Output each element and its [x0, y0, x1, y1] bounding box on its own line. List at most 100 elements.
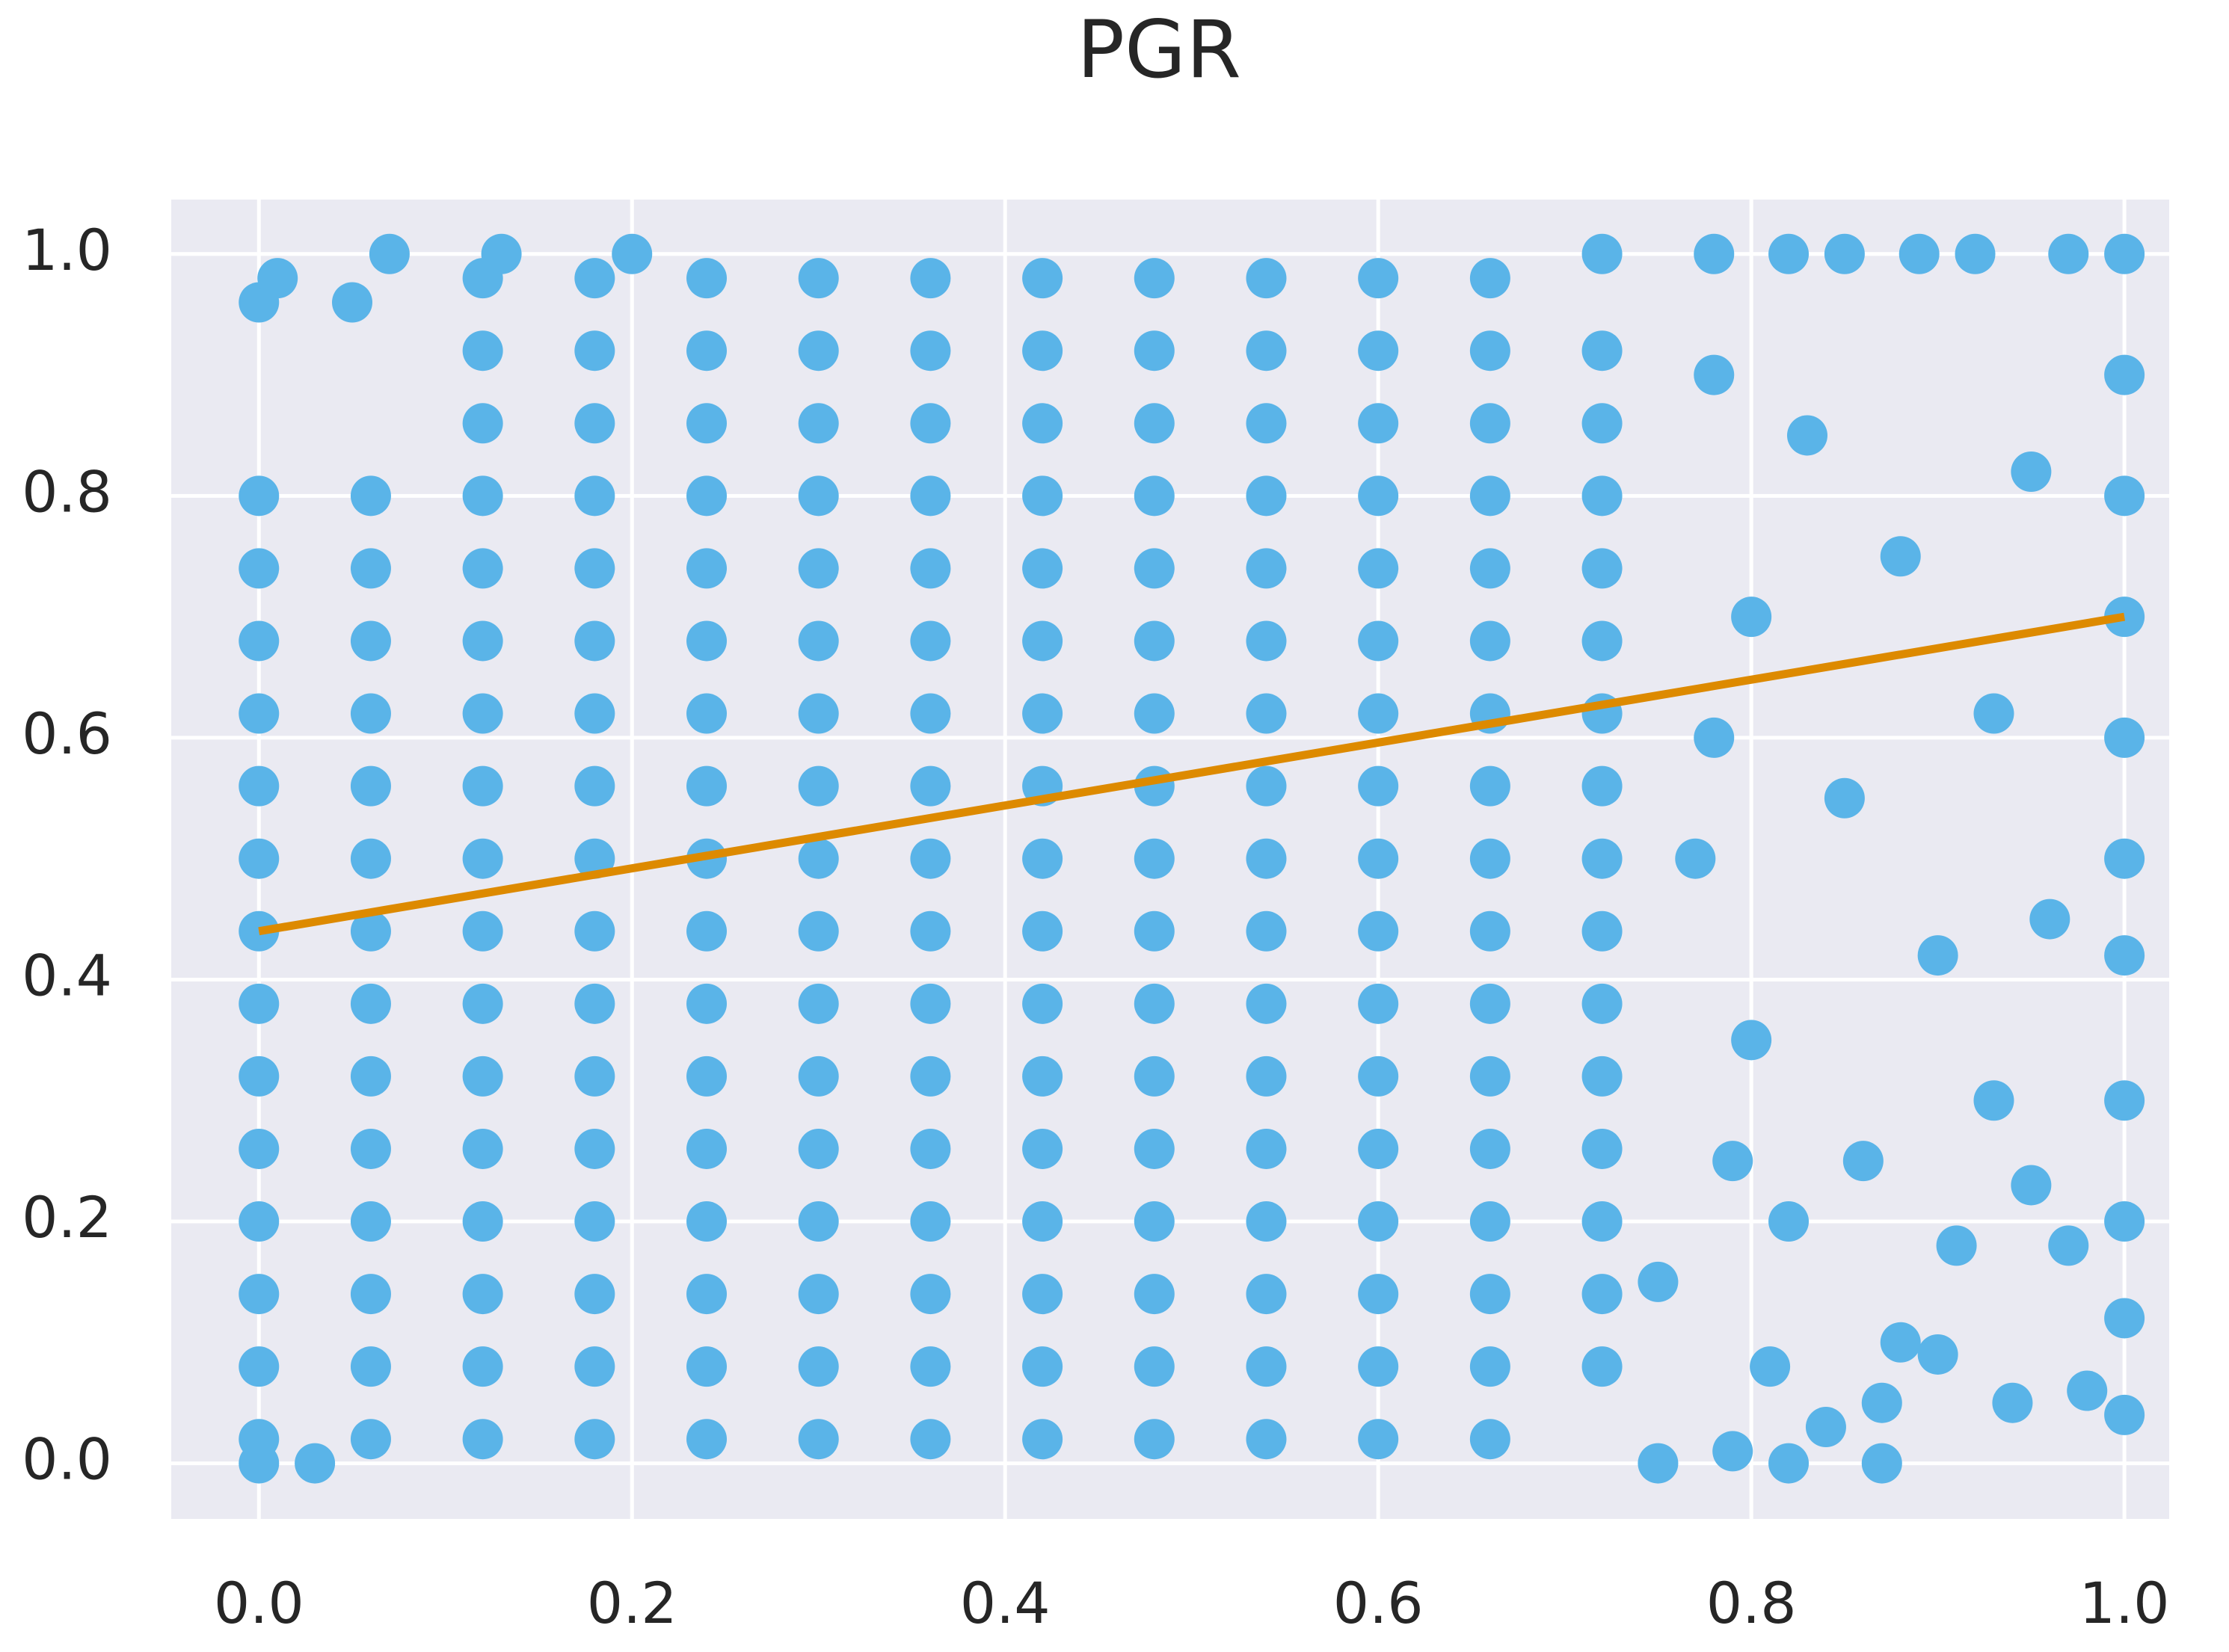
point: [1134, 1128, 1175, 1169]
point: [1246, 1128, 1287, 1169]
point: [1768, 233, 1810, 274]
point: [462, 1346, 503, 1387]
point: [1712, 1431, 1753, 1472]
point: [798, 1201, 839, 1242]
point: [1022, 258, 1063, 299]
trend-line: [258, 612, 2126, 936]
point: [910, 1201, 951, 1242]
point: [1936, 1225, 1977, 1266]
point: [1712, 1141, 1753, 1182]
point: [1842, 1141, 1884, 1182]
point: [1469, 1055, 1510, 1097]
point: [239, 1346, 280, 1387]
y-tick-label: 0.6: [22, 700, 112, 767]
point: [2048, 1225, 2089, 1266]
point: [1246, 838, 1287, 879]
point: [1134, 330, 1175, 372]
point: [910, 838, 951, 879]
point: [798, 765, 839, 807]
point: [350, 548, 391, 589]
point: [1358, 475, 1399, 517]
point: [369, 233, 410, 274]
point: [239, 693, 280, 734]
point: [798, 330, 839, 372]
point: [1805, 1407, 1846, 1448]
point: [574, 1055, 615, 1097]
point: [1675, 838, 1716, 879]
y-tick-label: 1.0: [22, 217, 112, 283]
point: [686, 693, 728, 734]
point: [462, 1419, 503, 1460]
point: [1768, 1201, 1810, 1242]
point: [574, 1346, 615, 1387]
point: [910, 620, 951, 662]
point: [1581, 330, 1623, 372]
point: [1358, 1128, 1399, 1169]
point: [1134, 910, 1175, 952]
point: [239, 620, 280, 662]
point: [1581, 233, 1623, 274]
point: [1638, 1443, 1679, 1484]
x-tick-label: 1.0: [2079, 1570, 2170, 1636]
point: [686, 1055, 728, 1097]
point: [910, 765, 951, 807]
point: [462, 1201, 503, 1242]
point: [1581, 475, 1623, 517]
point: [910, 1419, 951, 1460]
point: [1358, 838, 1399, 879]
point: [686, 1201, 728, 1242]
point: [574, 910, 615, 952]
point: [239, 1274, 280, 1315]
point: [1246, 475, 1287, 517]
point: [1134, 1055, 1175, 1097]
point: [350, 1346, 391, 1387]
point: [798, 910, 839, 952]
point: [2048, 233, 2089, 274]
point: [1581, 1274, 1623, 1315]
point: [332, 282, 373, 323]
point: [910, 1274, 951, 1315]
point: [1022, 1201, 1063, 1242]
point: [910, 1055, 951, 1097]
point: [1134, 1346, 1175, 1387]
point: [2104, 475, 2145, 517]
point: [350, 1128, 391, 1169]
point: [1246, 910, 1287, 952]
y-tick-label: 0.4: [22, 942, 112, 1008]
point: [686, 475, 728, 517]
point: [686, 258, 728, 299]
point: [910, 693, 951, 734]
point: [1246, 620, 1287, 662]
point: [1134, 475, 1175, 517]
point: [350, 765, 391, 807]
point: [2104, 233, 2145, 274]
point: [462, 1274, 503, 1315]
point: [1022, 1055, 1063, 1097]
point: [462, 1055, 503, 1097]
point: [574, 838, 615, 879]
point: [1358, 765, 1399, 807]
point: [239, 548, 280, 589]
point: [462, 330, 503, 372]
point: [910, 330, 951, 372]
point: [574, 1274, 615, 1315]
point: [239, 475, 280, 517]
point: [239, 983, 280, 1024]
point: [574, 765, 615, 807]
point: [1358, 910, 1399, 952]
point: [1246, 548, 1287, 589]
point: [462, 403, 503, 444]
point: [462, 475, 503, 517]
point: [2067, 1370, 2108, 1411]
point: [1134, 1274, 1175, 1315]
point: [1768, 1443, 1810, 1484]
point: [1469, 475, 1510, 517]
point: [1469, 910, 1510, 952]
point: [1861, 1382, 1902, 1423]
point: [1469, 620, 1510, 662]
point: [2104, 354, 2145, 395]
point: [239, 1055, 280, 1097]
point: [798, 1419, 839, 1460]
point: [1358, 693, 1399, 734]
